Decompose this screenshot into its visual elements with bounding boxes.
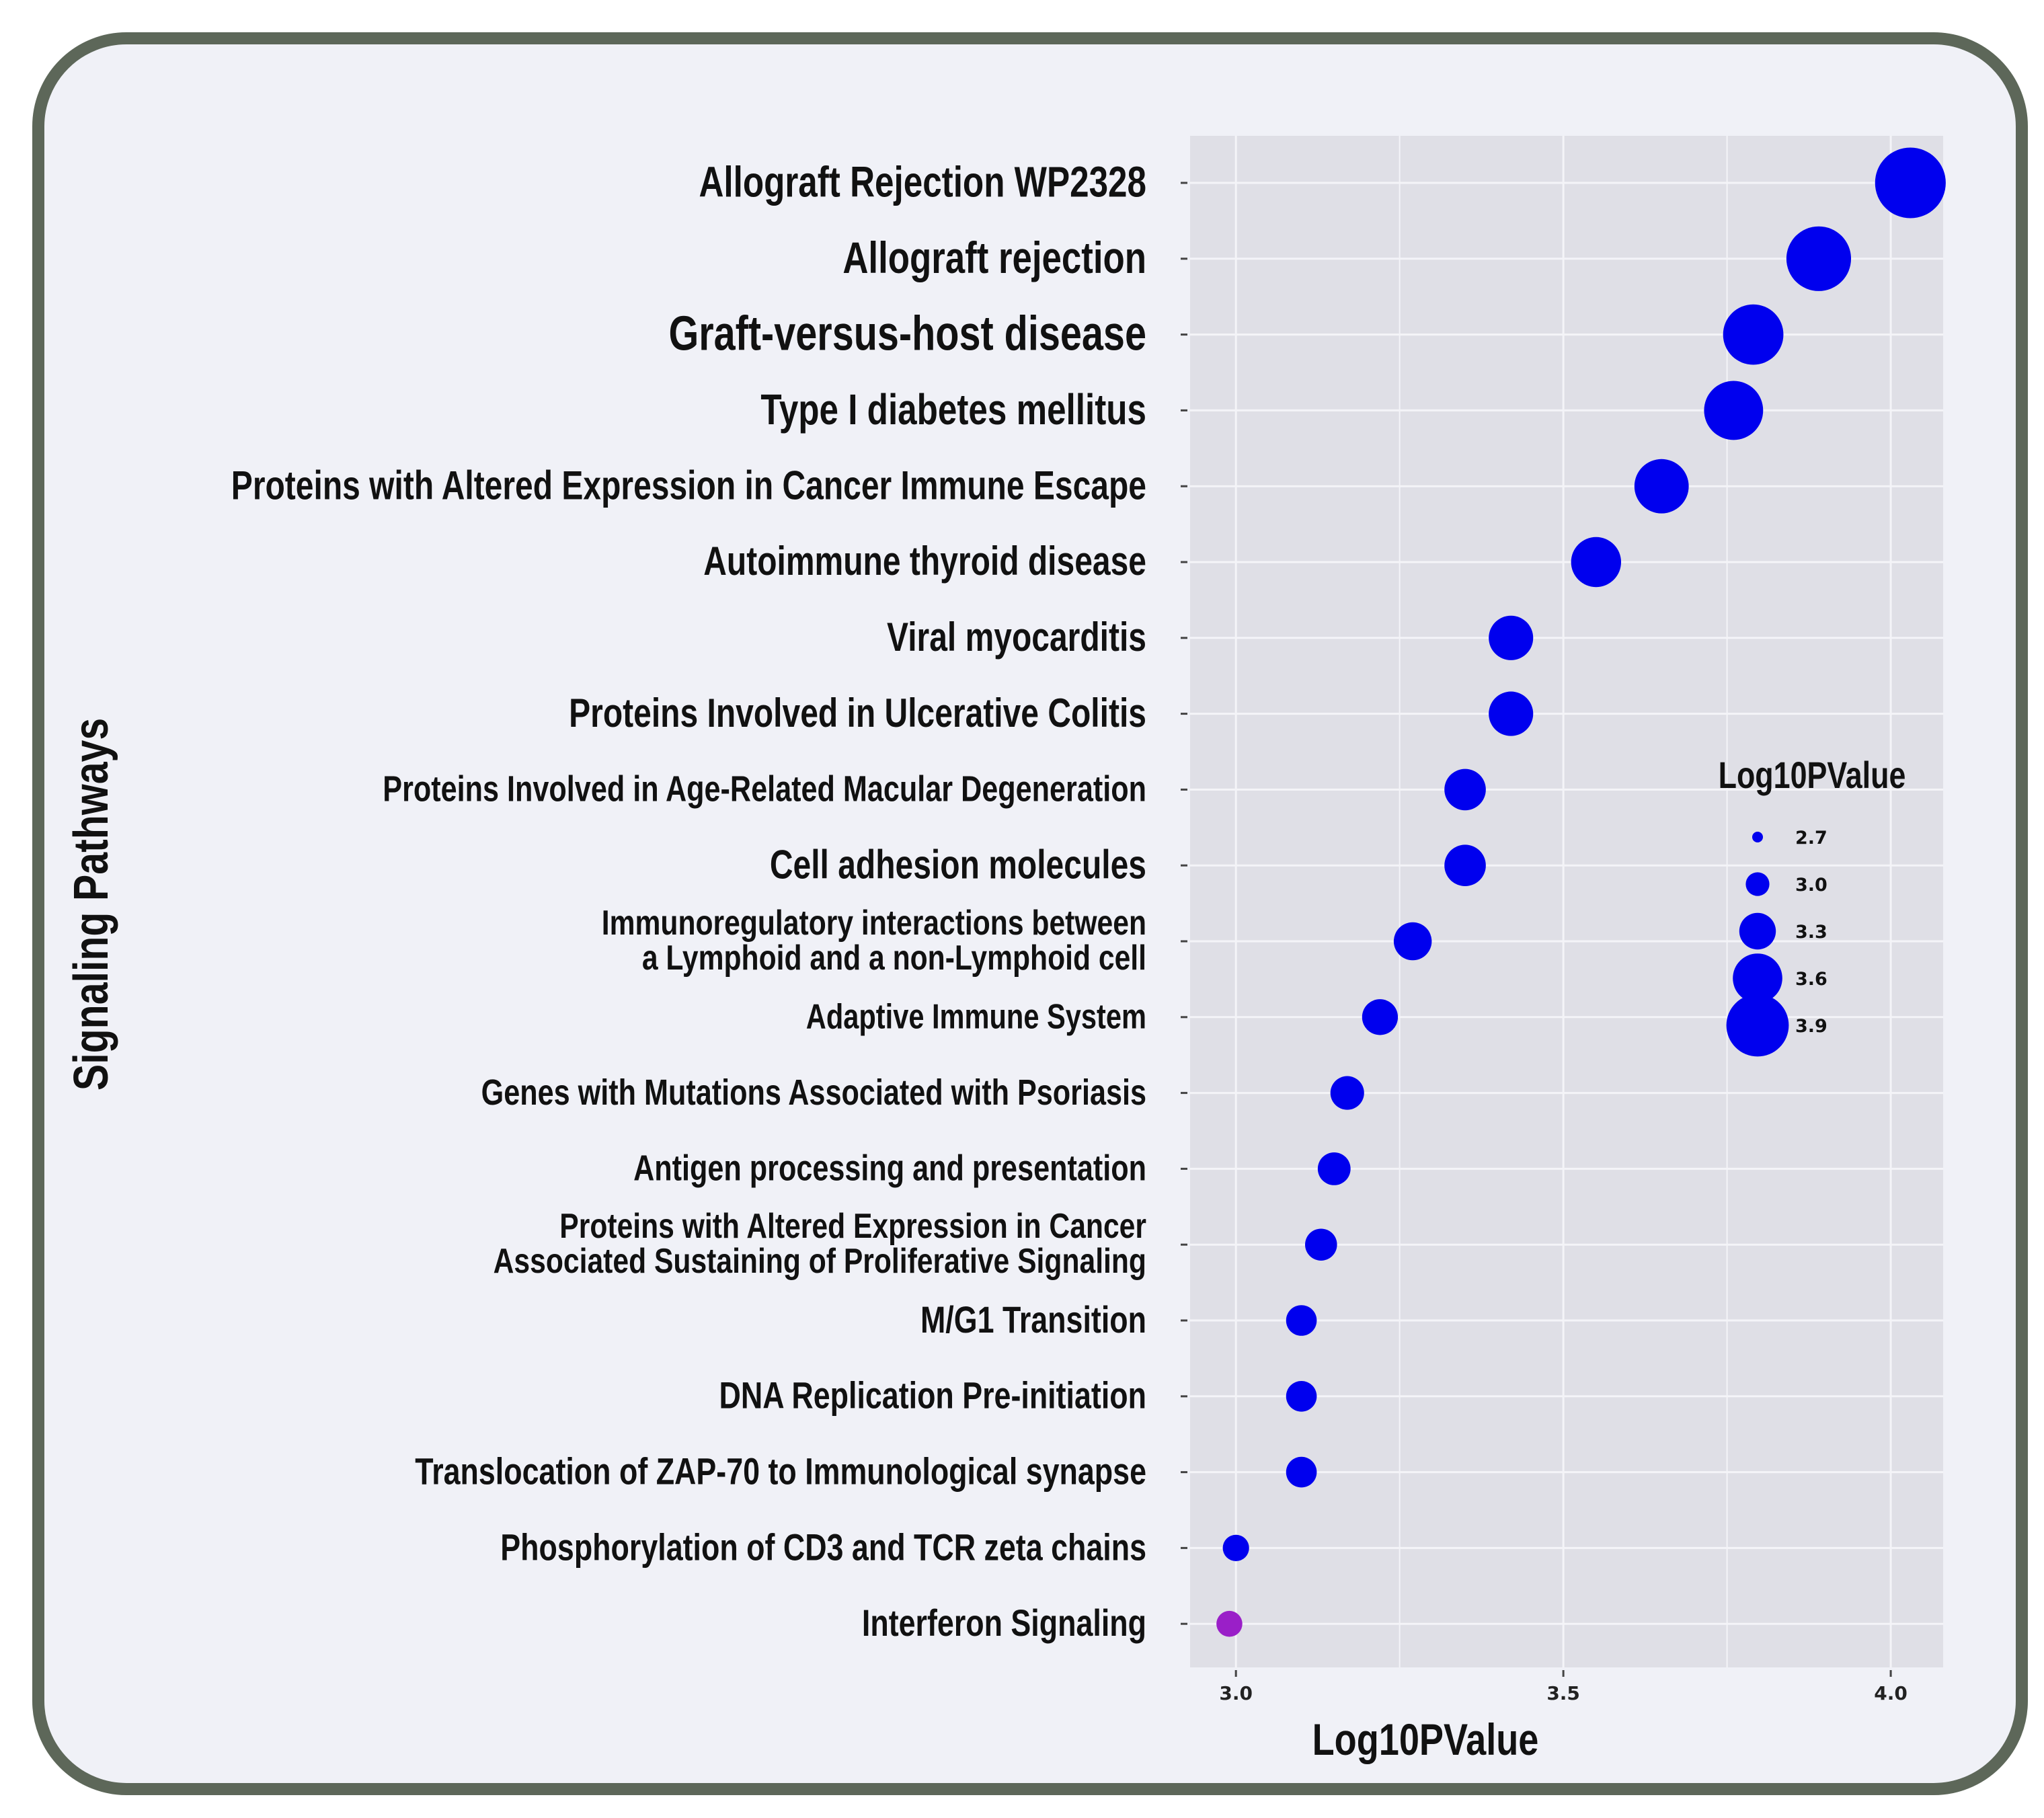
data-point	[1444, 844, 1486, 886]
x-tick-label: 4.0	[1874, 1682, 1908, 1704]
data-point	[1875, 147, 1946, 219]
y-tick-label: Type I diabetes mellitus	[760, 387, 1146, 434]
y-tick-label: Proteins with Altered Expression in Canc…	[231, 463, 1146, 508]
data-point	[1704, 381, 1764, 440]
plot-panel	[1190, 136, 1943, 1667]
x-axis-title: Log10PValue	[1312, 1714, 1539, 1764]
data-point	[1634, 459, 1689, 514]
legend-label: 3.0	[1795, 875, 1827, 896]
data-point	[1786, 226, 1852, 291]
legend-label: 2.7	[1795, 828, 1827, 848]
y-tick-label: Autoimmune thyroid disease	[703, 539, 1146, 584]
legend-key	[1745, 872, 1770, 896]
data-points	[1216, 147, 1946, 1637]
data-point	[1317, 1152, 1351, 1185]
data-point	[1330, 1076, 1364, 1110]
data-point	[1723, 304, 1784, 365]
y-tick-label: Graft-versus-host disease	[668, 306, 1146, 360]
data-point	[1286, 1456, 1317, 1488]
legend-label: 3.9	[1795, 1016, 1827, 1037]
x-tick-labels: 3.0 3.5 4.0	[1219, 1670, 1908, 1704]
data-point	[1489, 691, 1534, 736]
data-point	[1393, 922, 1432, 961]
y-tick-label: Immunoregulatory interactions between a L…	[602, 904, 1146, 978]
legend-title: Log10PValue	[1719, 754, 1906, 796]
x-tick-label: 3.5	[1546, 1682, 1580, 1704]
data-point	[1444, 768, 1486, 811]
data-point	[1216, 1610, 1243, 1637]
data-point	[1222, 1534, 1249, 1561]
y-tick-label-line: Associated Sustaining of Proliferative S…	[494, 1242, 1146, 1281]
y-tick-label: Proteins with Altered Expression in Canc…	[494, 1207, 1146, 1281]
y-tick-label-line: Proteins with Altered Expression in Canc…	[559, 1207, 1146, 1246]
y-tick-label: Proteins Involved in Age-Related Macular…	[383, 769, 1146, 809]
y-tick-label: M/G1 Transition	[920, 1298, 1146, 1341]
legend-label: 3.6	[1795, 969, 1827, 990]
y-tick-labels: Allograft Rejection WP2328 Allograft reje…	[231, 159, 1146, 1644]
y-axis-title: Signaling Pathways	[63, 718, 118, 1091]
y-tick-marks	[1181, 182, 1187, 1625]
legend-key	[1752, 832, 1763, 842]
data-point	[1489, 615, 1534, 660]
legend-key	[1733, 953, 1782, 1003]
y-tick-label-line: Immunoregulatory interactions between	[602, 904, 1146, 943]
y-tick-label: Proteins Involved in Ulcerative Colitis	[569, 690, 1146, 736]
legend-key	[1726, 994, 1789, 1057]
y-tick-label: Antigen processing and presentation	[633, 1148, 1146, 1189]
legend: Log10PValue 2.7 3.0 3.3 3.6 3.9	[1719, 754, 1906, 1057]
y-tick-label: DNA Replication Pre-initiation	[719, 1374, 1146, 1417]
y-tick-label: Interferon Signaling	[862, 1602, 1146, 1644]
y-tick-label: Allograft Rejection WP2328	[699, 159, 1146, 206]
y-tick-label: Allograft rejection	[842, 233, 1146, 282]
y-tick-label: Phosphorylation of CD3 and TCR zeta chai…	[500, 1526, 1146, 1569]
y-tick-label: Adaptive Immune System	[806, 996, 1146, 1036]
data-point	[1286, 1305, 1317, 1336]
data-point	[1305, 1228, 1337, 1261]
data-point	[1362, 999, 1399, 1035]
data-point	[1571, 537, 1622, 588]
y-tick-label-line: a Lymphoid and a non-Lymphoid cell	[642, 939, 1146, 978]
data-point	[1286, 1381, 1317, 1412]
y-tick-label: Translocation of ZAP-70 to Immunological…	[415, 1450, 1146, 1493]
y-tick-label: Viral myocarditis	[887, 615, 1146, 660]
legend-label: 3.3	[1795, 922, 1827, 943]
x-tick-label: 3.0	[1219, 1682, 1253, 1704]
legend-key	[1739, 912, 1776, 950]
y-tick-label: Cell adhesion molecules	[770, 842, 1146, 887]
y-tick-label: Genes with Mutations Associated with Pso…	[481, 1072, 1146, 1113]
